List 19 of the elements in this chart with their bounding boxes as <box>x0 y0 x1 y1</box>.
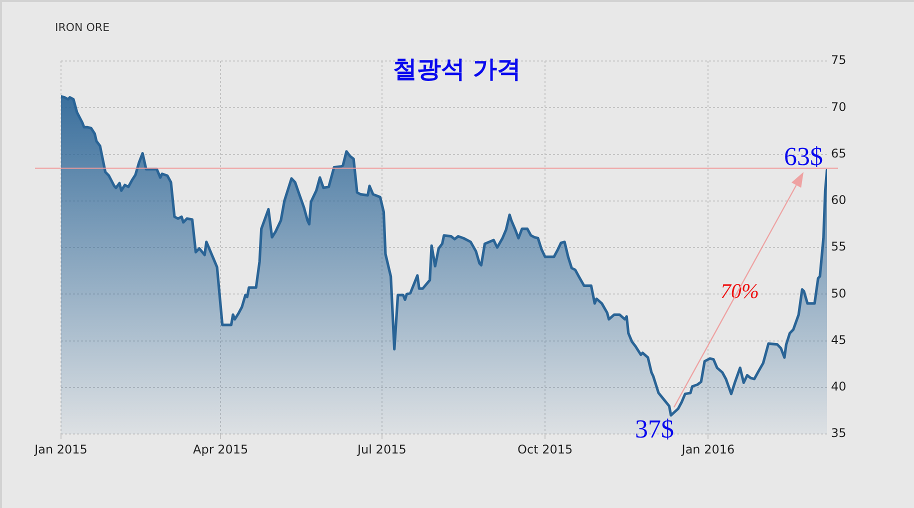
y-tick-label: 50 <box>831 286 846 300</box>
chart-title: IRON ORE <box>55 21 110 34</box>
chart-subtitle: 철광석 가격 <box>392 54 522 83</box>
y-tick-label: 55 <box>831 240 846 254</box>
x-tick-label: Oct 2015 <box>518 442 573 456</box>
y-tick-label: 70 <box>831 100 846 114</box>
x-tick-label: Jan 2016 <box>680 442 735 456</box>
annotation: 37$ <box>634 414 674 444</box>
x-tick-label: Apr 2015 <box>193 442 248 456</box>
y-tick-label: 60 <box>831 193 846 207</box>
y-tick-label: 65 <box>831 146 846 160</box>
y-tick-label: 40 <box>831 380 846 394</box>
y-tick-label: 35 <box>831 426 846 440</box>
annotation: 63$ <box>784 142 823 172</box>
y-tick-label: 75 <box>831 53 846 68</box>
annotation: 70% <box>720 279 759 304</box>
y-tick-label: 45 <box>831 332 846 347</box>
x-tick-label: Jan 2015 <box>34 442 88 456</box>
x-tick-label: Jul 2015 <box>356 442 406 456</box>
